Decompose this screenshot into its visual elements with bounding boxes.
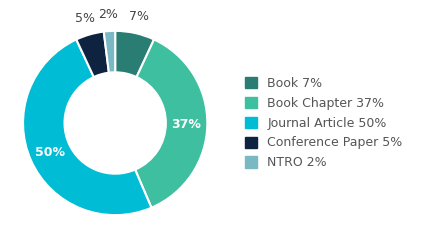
Text: 50%: 50% [35,146,65,159]
Wedge shape [23,39,152,215]
Text: 5%: 5% [75,12,95,25]
Wedge shape [135,39,207,208]
Text: 2%: 2% [98,8,118,21]
Wedge shape [115,31,154,77]
Legend: Book 7%, Book Chapter 37%, Journal Article 50%, Conference Paper 5%, NTRO 2%: Book 7%, Book Chapter 37%, Journal Artic… [241,73,406,173]
Text: 37%: 37% [171,118,202,131]
Wedge shape [104,31,115,73]
Text: 7%: 7% [128,10,149,23]
Wedge shape [76,31,109,77]
